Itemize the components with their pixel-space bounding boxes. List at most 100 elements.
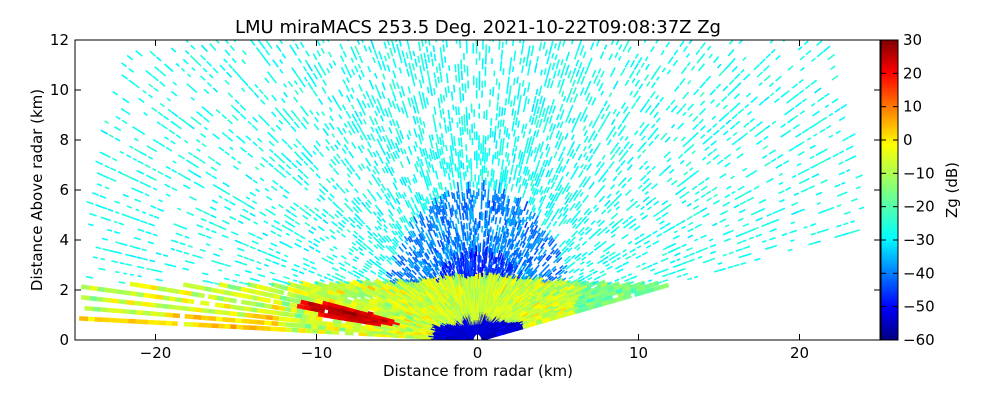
echo-cell <box>380 125 386 133</box>
echo-cell <box>357 289 368 297</box>
echo-cell <box>409 277 416 284</box>
echo-cell <box>512 129 516 137</box>
echo-cell <box>733 263 740 267</box>
echo-cell <box>366 165 371 172</box>
echo-cell <box>582 146 587 152</box>
echo-cell <box>156 285 166 292</box>
echo-cell <box>542 249 548 255</box>
echo-cell <box>414 141 418 148</box>
echo-cell <box>526 270 534 278</box>
echo-cell <box>291 48 298 56</box>
echo-cell <box>519 57 522 65</box>
echo-cell <box>385 270 393 278</box>
echo-cell <box>164 174 172 180</box>
echo-cell <box>660 132 668 141</box>
echo-cell <box>486 229 489 237</box>
echo-cell <box>357 272 365 278</box>
echo-cell <box>370 133 376 142</box>
echo-cell <box>605 104 611 112</box>
echo-cell <box>298 280 304 284</box>
echo-cell <box>433 122 438 133</box>
echo-cell <box>528 115 532 123</box>
echo-cell <box>552 268 557 273</box>
echo-cell <box>572 67 577 75</box>
echo-cell <box>712 123 718 128</box>
echo-cell <box>390 40 394 45</box>
echo-cell <box>728 229 734 234</box>
echo-cell <box>550 214 556 222</box>
echo-cell <box>429 86 433 97</box>
echo-cell <box>585 226 590 231</box>
echo-cell <box>516 256 522 265</box>
echo-cell <box>510 100 513 107</box>
echo-cell <box>602 284 614 292</box>
echo-cell <box>548 235 553 241</box>
echo-cell <box>348 247 355 253</box>
echo-cell <box>136 169 145 175</box>
echo-cell <box>184 50 190 55</box>
echo-cell <box>385 255 392 261</box>
echo-cell <box>602 246 611 253</box>
echo-cell <box>447 190 450 197</box>
echo-cell <box>275 226 283 232</box>
echo-cell <box>608 251 616 257</box>
echo-cell <box>412 115 417 125</box>
echo-cell <box>414 73 418 80</box>
echo-cell <box>639 104 647 113</box>
echo-cell <box>330 145 336 152</box>
echo-cell <box>750 169 758 175</box>
echo-cell <box>491 194 494 203</box>
echo-cell <box>435 212 439 218</box>
echo-cell <box>785 186 792 191</box>
echo-cell <box>487 188 490 200</box>
echo-cell <box>811 173 820 179</box>
echo-cell <box>337 315 348 322</box>
echo-cell <box>309 260 315 265</box>
echo-cell <box>523 87 527 97</box>
echo-cell <box>451 204 455 212</box>
echo-cell <box>503 250 507 257</box>
echo-cell <box>343 122 348 128</box>
echo-cell <box>351 200 357 206</box>
echo-cell <box>559 265 564 270</box>
echo-cell <box>334 310 345 318</box>
echo-cell <box>468 243 471 251</box>
echo-cell <box>183 251 190 255</box>
echo-cell <box>652 230 658 235</box>
echo-cell <box>358 117 363 125</box>
echo-cell <box>511 257 516 264</box>
echo-cell <box>735 146 742 151</box>
echo-cell <box>515 164 519 171</box>
echo-cell <box>354 255 359 260</box>
echo-cell <box>560 135 565 142</box>
echo-cell <box>686 202 692 207</box>
echo-cell <box>579 268 585 272</box>
echo-cell <box>501 41 504 49</box>
echo-cell <box>679 193 686 200</box>
echo-cell <box>579 280 591 289</box>
echo-cell <box>750 96 759 104</box>
echo-cell <box>574 200 581 209</box>
echo-cell <box>550 243 558 251</box>
echo-cell <box>321 212 327 218</box>
echo-cell <box>120 242 128 247</box>
echo-cell <box>395 192 400 199</box>
echo-cell <box>554 174 559 181</box>
echo-cell <box>270 230 277 235</box>
echo-cell <box>239 214 246 219</box>
echo-cell <box>346 205 354 213</box>
echo-cell <box>108 134 114 138</box>
echo-cell <box>421 258 427 265</box>
echo-cell <box>410 216 416 224</box>
echo-cell <box>645 63 650 71</box>
echo-cell <box>442 193 446 200</box>
echo-cell <box>562 208 569 217</box>
echo-cell <box>704 177 710 181</box>
echo-cell <box>665 222 671 227</box>
echo-cell <box>249 212 256 217</box>
echo-cell <box>583 152 588 158</box>
echo-cell <box>218 269 223 272</box>
echo-cell <box>467 260 471 271</box>
echo-cell <box>279 59 284 64</box>
echo-cell <box>403 148 407 155</box>
